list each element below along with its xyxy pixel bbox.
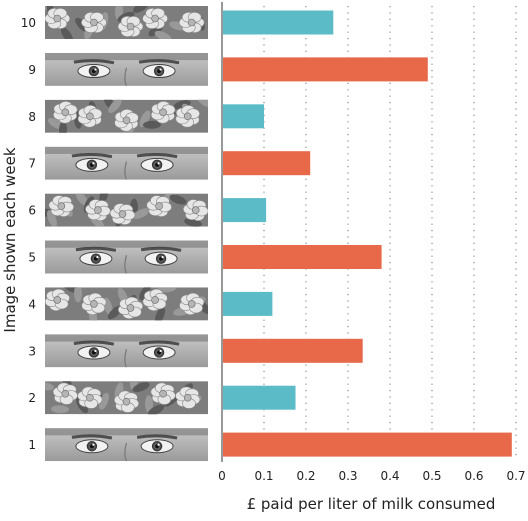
eyes-image-5: [45, 240, 208, 274]
bar-5: [223, 245, 382, 269]
eyes-image-3: [45, 334, 208, 368]
category-label: 10: [21, 16, 36, 30]
bar-2: [223, 385, 296, 410]
category-label: 7: [28, 157, 36, 171]
bar-6: [223, 198, 267, 223]
x-tick-label: 0.2: [296, 469, 315, 483]
grid-lines: [263, 6, 517, 460]
flowers-image-2: [45, 381, 208, 415]
category-labels: 10 9 8 7 6 5 4 3 2 1: [21, 16, 36, 452]
bar-1: [223, 432, 512, 457]
category-label: 8: [28, 110, 36, 124]
category-label: 2: [28, 391, 36, 405]
x-tick-label: 0.6: [464, 469, 483, 483]
eyes-image-7: [45, 146, 208, 180]
x-tick-labels: 0 0.1 0.2 0.3 0.4 0.5 0.6 0.7: [218, 469, 525, 483]
x-axis-title: £ paid per liter of milk consumed: [247, 495, 496, 513]
bars: [223, 10, 512, 457]
category-label: 1: [28, 438, 36, 452]
x-tick-label: 0: [218, 469, 226, 483]
category-label: 4: [28, 297, 36, 311]
bar-7: [223, 151, 311, 176]
category-label: 9: [28, 63, 36, 77]
bar-10: [223, 10, 334, 35]
x-tick-label: 0.3: [338, 469, 357, 483]
bar-3: [223, 338, 363, 363]
y-axis-title: Image shown each week: [1, 147, 19, 332]
category-label: 3: [28, 344, 36, 358]
flowers-image-6: [45, 193, 208, 227]
bar-4: [223, 291, 273, 316]
bar-9: [223, 57, 428, 82]
bar-8: [223, 104, 264, 129]
eyes-image-1: [45, 428, 208, 462]
category-label: 6: [28, 204, 36, 218]
eyes-image-9: [45, 52, 208, 86]
x-tick-label: 0.7: [506, 469, 525, 483]
flowers-image-4: [45, 287, 208, 321]
x-tick-label: 0.5: [422, 469, 441, 483]
flowers-image-10: [45, 6, 208, 39]
flowers-image-8: [45, 99, 208, 133]
category-label: 5: [28, 251, 36, 265]
category-images: [45, 6, 208, 462]
x-tick-label: 0.4: [380, 469, 399, 483]
x-tick-label: 0.1: [254, 469, 273, 483]
